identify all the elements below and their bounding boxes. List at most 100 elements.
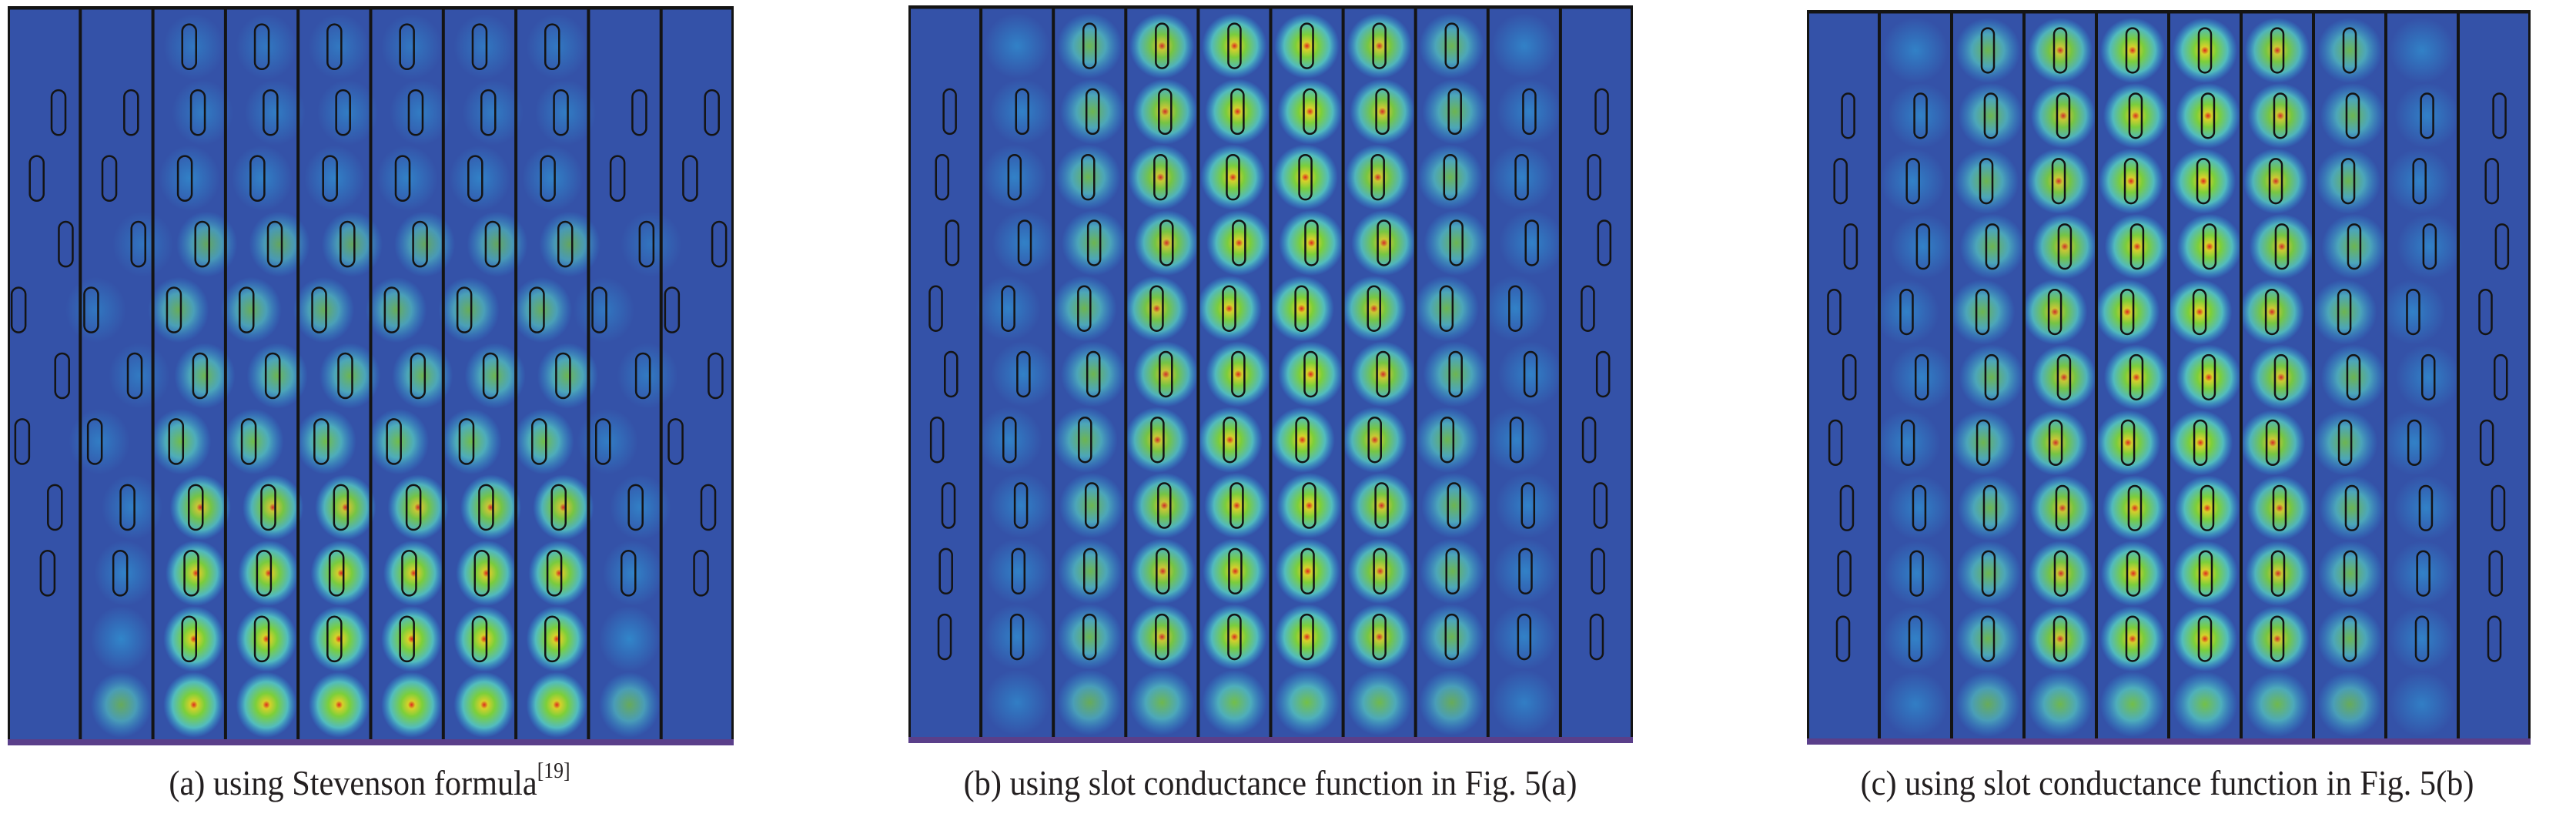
slot-outline <box>1443 153 1458 201</box>
slot-outline <box>557 220 574 268</box>
field-hotspot <box>381 606 443 672</box>
field-hotspot <box>1124 276 1189 342</box>
slot-outline <box>700 484 717 531</box>
field-hotspot <box>2246 475 2313 541</box>
slot-outline <box>2407 419 2422 467</box>
citation-ref: [19] <box>537 759 570 783</box>
slot-outline <box>266 220 283 268</box>
slot-outline <box>2129 353 2144 401</box>
field-hotspot <box>238 540 299 607</box>
slot-outline <box>47 484 63 531</box>
field-hotspot <box>453 606 515 672</box>
field-hotspot <box>2240 410 2306 476</box>
field-hotspot <box>94 540 156 607</box>
field-hotspot <box>2027 671 2093 737</box>
slot-outline <box>14 418 31 465</box>
field-hotspot <box>2393 475 2459 541</box>
field-hotspot <box>1882 671 1949 737</box>
field-hotspot <box>1347 538 1413 604</box>
slot-outline <box>1011 547 1026 595</box>
field-hotspot <box>390 79 451 146</box>
field-hotspot <box>1274 669 1340 735</box>
field-hotspot <box>1890 213 1956 280</box>
field-hotspot <box>2394 82 2460 149</box>
slot-outline <box>2129 223 2145 270</box>
slot-outline <box>39 550 56 597</box>
field-hotspot <box>1351 209 1417 276</box>
slot-outline <box>1231 350 1246 398</box>
slot-outline <box>1524 219 1539 266</box>
field-hotspot <box>610 474 671 541</box>
field-hotspot <box>2317 18 2383 83</box>
field-hotspot <box>460 474 522 541</box>
field-hotspot <box>1342 407 1408 473</box>
slot-outline <box>2412 158 2427 205</box>
slot-outline <box>2492 92 2507 139</box>
slot-outline <box>2128 92 2143 139</box>
field-hotspot <box>1413 276 1480 342</box>
field-hotspot <box>2395 344 2461 410</box>
slot-outline <box>2344 484 2360 531</box>
field-hotspot <box>1419 13 1485 79</box>
slot-outline <box>2125 27 2140 74</box>
slot-outline <box>1367 285 1381 332</box>
field-hotspot <box>1132 341 1199 407</box>
field-hotspot <box>2311 279 2377 345</box>
field-hotspot <box>526 606 587 672</box>
slot-outline <box>1913 92 1928 139</box>
field-hotspot <box>1882 18 1949 83</box>
field-hotspot <box>528 540 590 607</box>
field-hotspot <box>1957 475 2023 541</box>
slot-outline <box>181 23 197 71</box>
field-hotspot <box>242 474 304 541</box>
slot-outline <box>540 155 556 202</box>
bottom-edge <box>908 737 1633 743</box>
slot-outline <box>2200 92 2216 139</box>
slot-outline <box>1900 419 1915 467</box>
field-hotspot <box>383 540 445 607</box>
field-hotspot <box>1955 606 2021 672</box>
slot-outline <box>1981 550 1996 597</box>
field-hotspot <box>1125 407 1190 473</box>
field-hotspot <box>2172 18 2238 83</box>
field-hotspot <box>2170 148 2236 214</box>
slot-outline <box>394 155 411 202</box>
slot-outline <box>941 482 956 529</box>
field-hotspot <box>65 276 127 343</box>
slot-outline <box>2488 550 2503 597</box>
field-hotspot <box>387 474 449 541</box>
field-hotspot <box>165 540 227 607</box>
slot-outline <box>130 220 146 268</box>
slot-outline <box>928 285 943 332</box>
caption-b-text: (b) using slot conductance function in F… <box>963 763 1577 802</box>
field-hotspot <box>2026 148 2092 214</box>
slot-outline <box>1228 547 1243 595</box>
field-hotspot <box>2320 82 2386 149</box>
field-hotspot <box>231 145 293 212</box>
field-hotspot <box>985 538 1052 604</box>
slot-outline <box>1899 288 1914 336</box>
slot-outline <box>1523 350 1538 398</box>
field-hotspot <box>1205 79 1270 145</box>
slot-outline <box>2193 419 2208 467</box>
field-hotspot <box>317 79 379 146</box>
field-hotspot <box>526 14 587 80</box>
slot-outline <box>2343 550 2358 597</box>
field-hotspot <box>1347 13 1412 79</box>
field-hotspot <box>169 474 231 541</box>
field-hotspot <box>1955 671 2021 737</box>
slot-outline <box>937 613 952 661</box>
field-hotspot <box>1275 538 1340 604</box>
field-hotspot <box>2315 148 2381 214</box>
field-hotspot <box>1491 669 1557 735</box>
slot-outline <box>2127 484 2143 531</box>
slot-outline <box>1082 547 1098 595</box>
slot-outline <box>2120 419 2136 467</box>
field-hotspot <box>467 211 528 277</box>
slot-outline <box>2494 223 2510 270</box>
slot-outline <box>2491 484 2506 531</box>
field-hotspot <box>2312 410 2378 476</box>
slot-outline <box>313 418 330 465</box>
slot-outline <box>1447 88 1462 136</box>
field-hotspot <box>1955 18 2021 83</box>
